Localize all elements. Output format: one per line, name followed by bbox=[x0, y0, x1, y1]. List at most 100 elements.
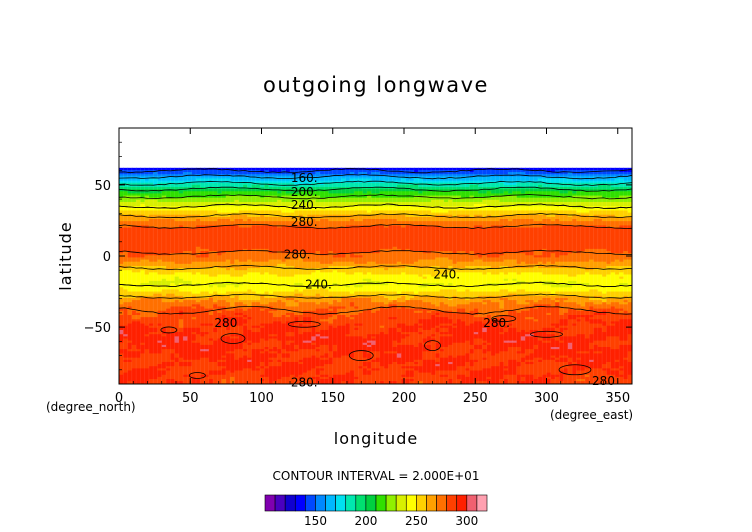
heatmap-cell bbox=[542, 178, 548, 182]
heatmap-cell bbox=[559, 231, 565, 235]
heatmap-cell bbox=[469, 180, 475, 184]
heatmap-cell bbox=[170, 233, 176, 237]
heatmap-cell bbox=[619, 227, 625, 231]
heatmap-cell bbox=[144, 193, 150, 197]
heatmap-cell bbox=[251, 244, 257, 248]
heatmap-cell bbox=[234, 172, 240, 175]
heatmap-cell bbox=[324, 208, 330, 212]
heatmap-cell bbox=[272, 191, 278, 195]
heatmap-cell bbox=[213, 176, 218, 180]
heatmap-cell bbox=[516, 169, 522, 173]
heatmap-cell bbox=[567, 240, 573, 244]
heatmap-cell bbox=[529, 182, 535, 186]
heatmap-cell bbox=[409, 178, 415, 182]
heatmap-cell bbox=[230, 191, 236, 195]
heatmap-cell bbox=[401, 233, 407, 237]
heatmap-cell bbox=[234, 248, 240, 252]
heatmap-cell bbox=[508, 221, 513, 224]
heatmap-cell bbox=[422, 231, 428, 235]
heatmap-cell bbox=[204, 193, 210, 197]
heatmap-cell bbox=[247, 201, 253, 205]
heatmap-cell bbox=[183, 201, 189, 205]
heatmap-cell bbox=[272, 189, 278, 192]
heatmap-cell bbox=[533, 206, 539, 209]
heatmap-cell bbox=[614, 191, 620, 195]
heatmap-cell bbox=[281, 204, 287, 207]
heatmap-cell bbox=[277, 180, 283, 184]
heatmap-cell bbox=[405, 191, 411, 195]
heatmap-cell bbox=[443, 193, 449, 197]
heatmap-cell bbox=[315, 178, 321, 182]
heatmap-cell bbox=[302, 231, 308, 235]
heatmap-cell bbox=[144, 210, 150, 214]
heatmap-cell bbox=[546, 189, 552, 192]
heatmap-cell bbox=[520, 238, 526, 241]
heatmap-cell bbox=[166, 167, 171, 171]
heatmap-cell bbox=[443, 182, 449, 186]
heatmap-cell bbox=[614, 174, 620, 177]
heatmap-cell bbox=[452, 216, 458, 220]
heatmap-cell bbox=[610, 180, 616, 184]
heatmap-cell bbox=[401, 180, 407, 184]
heatmap-cell bbox=[396, 182, 402, 186]
heatmap-cell bbox=[482, 221, 488, 224]
heatmap-cell bbox=[375, 176, 381, 180]
heatmap-cell bbox=[418, 212, 424, 216]
heatmap-cell bbox=[213, 225, 218, 229]
heatmap-cell bbox=[174, 172, 180, 175]
heatmap-cell bbox=[358, 210, 364, 214]
heatmap-cell bbox=[221, 251, 227, 254]
heatmap-cell bbox=[166, 199, 171, 203]
heatmap-cell bbox=[178, 210, 184, 214]
heatmap-cell bbox=[593, 191, 599, 195]
heatmap-cell bbox=[302, 195, 308, 199]
heatmap-cell bbox=[187, 182, 193, 186]
heatmap-cell bbox=[332, 216, 338, 220]
heatmap-cell bbox=[315, 182, 321, 186]
heatmap-cell bbox=[187, 206, 193, 209]
heatmap-cell bbox=[623, 233, 629, 237]
heatmap-cell bbox=[123, 187, 129, 190]
heatmap-cell bbox=[136, 244, 141, 248]
heatmap-cell bbox=[533, 176, 539, 180]
heatmap-cell bbox=[461, 242, 466, 246]
heatmap-cell bbox=[572, 216, 578, 220]
heatmap-cell bbox=[478, 238, 483, 241]
heatmap-cell bbox=[533, 231, 539, 235]
heatmap-cell bbox=[593, 236, 599, 239]
heatmap-cell bbox=[572, 246, 578, 250]
heatmap-cell bbox=[439, 212, 445, 216]
heatmap-cell bbox=[413, 236, 419, 239]
heatmap-cell bbox=[580, 197, 586, 201]
heatmap-cell bbox=[499, 169, 505, 173]
heatmap-cell bbox=[328, 236, 334, 239]
heatmap-cell bbox=[324, 195, 330, 199]
heatmap-cell bbox=[290, 197, 295, 201]
heatmap-cell bbox=[388, 238, 394, 241]
heatmap-cell bbox=[187, 199, 193, 203]
heatmap-cell bbox=[131, 174, 137, 177]
heatmap-cell bbox=[520, 216, 526, 220]
heatmap-cell bbox=[563, 180, 569, 184]
heatmap-cell bbox=[559, 216, 565, 220]
heatmap-cell bbox=[371, 248, 377, 252]
heatmap-cell bbox=[614, 225, 620, 229]
heatmap-cell bbox=[512, 184, 518, 188]
heatmap-cell bbox=[144, 236, 150, 239]
heatmap-cell bbox=[341, 176, 347, 180]
heatmap-cell bbox=[200, 246, 206, 250]
heatmap-cell bbox=[264, 191, 270, 195]
heatmap-cell bbox=[136, 195, 141, 199]
heatmap-cell bbox=[537, 197, 543, 201]
heatmap-cell bbox=[153, 233, 159, 237]
heatmap-cell bbox=[529, 199, 535, 203]
heatmap-cell bbox=[495, 229, 501, 233]
heatmap-cell bbox=[217, 208, 223, 212]
heatmap-cell bbox=[413, 195, 419, 199]
heatmap-cell bbox=[597, 210, 603, 214]
heatmap-cell bbox=[529, 227, 535, 231]
heatmap-cell bbox=[576, 212, 582, 216]
heatmap-cell bbox=[294, 195, 300, 199]
heatmap-cell bbox=[550, 221, 556, 224]
heatmap-cell bbox=[448, 214, 454, 218]
